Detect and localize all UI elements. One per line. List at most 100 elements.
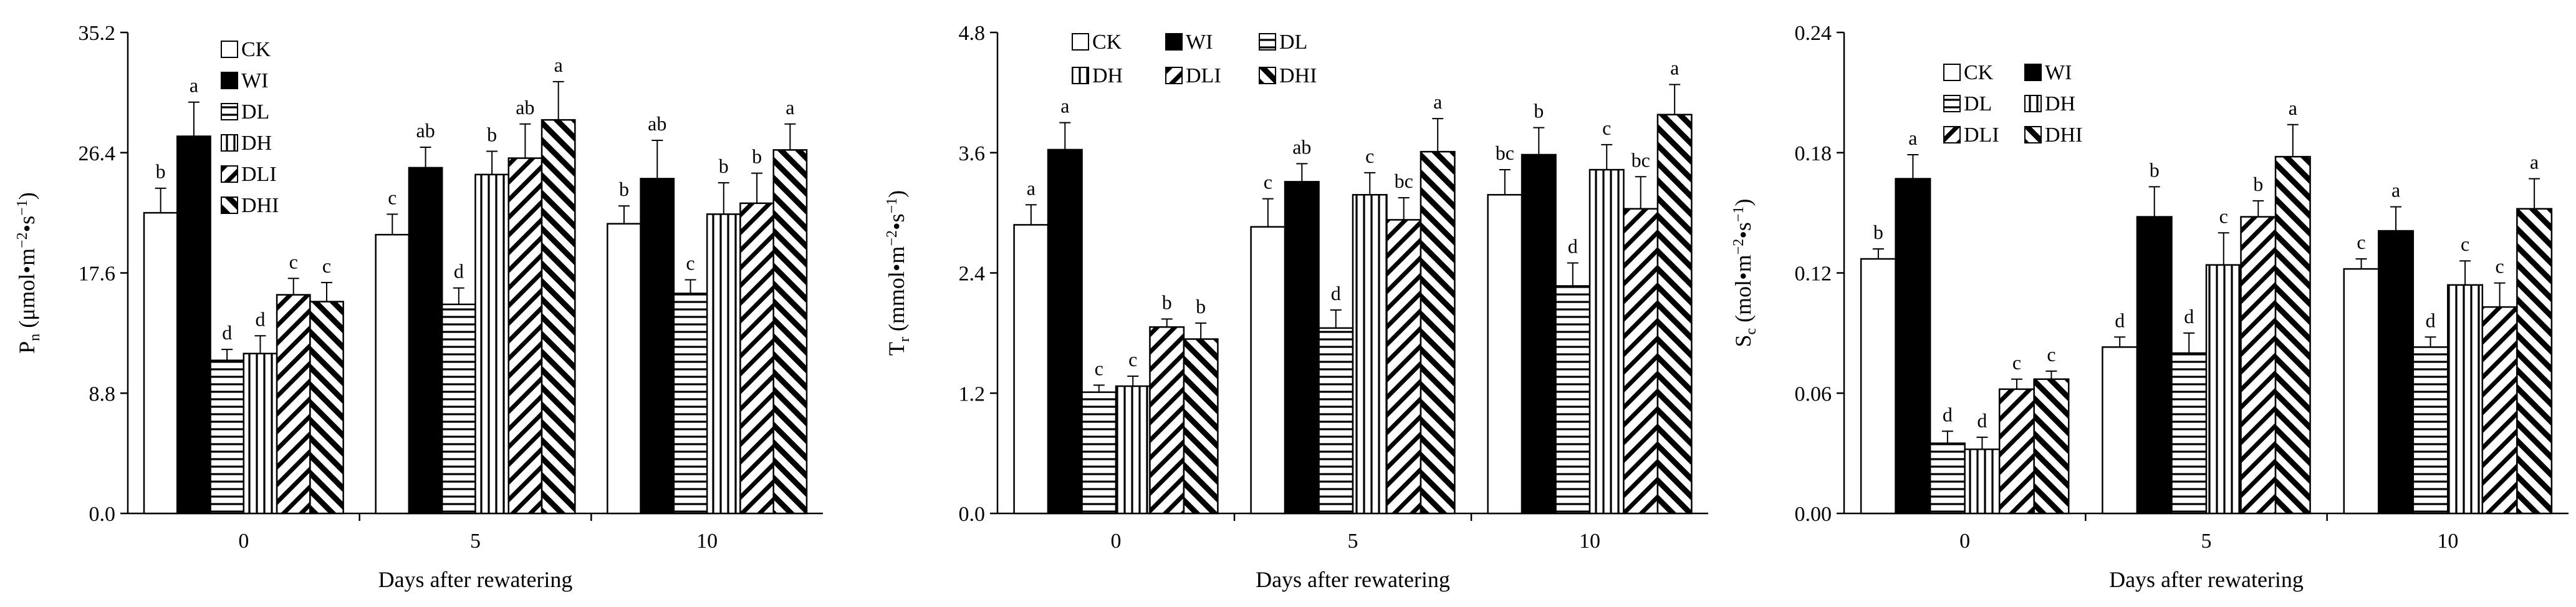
chart-panel-3: 0.00 0.06 0.12 0.18 0.24 0 5 10 b d c a b a d d d d c c c b c c… <box>1731 22 2569 592</box>
significance-letter: d <box>2426 309 2436 331</box>
bar-dli <box>1386 219 1422 515</box>
legend-swatch-dli <box>221 165 238 183</box>
significance-letter: bc <box>1395 170 1413 192</box>
significance-letter: b <box>1873 221 1883 243</box>
legend-label: DH <box>241 132 272 155</box>
significance-letter: d <box>1977 409 1987 432</box>
bar-dhi <box>541 119 576 515</box>
significance-letter: d <box>1331 282 1341 304</box>
significance-letter: ab <box>648 112 666 135</box>
legend-label: DLI <box>1964 124 1999 147</box>
x-axis-title: Days after rewatering <box>2109 567 2304 592</box>
legend-swatch-ck <box>1943 64 1961 81</box>
significance-letter: d <box>255 308 265 330</box>
bar-ck <box>607 223 642 515</box>
legend-swatch-dhi <box>1259 67 1276 84</box>
bar-ck <box>2343 268 2380 515</box>
significance-letter: c <box>322 255 331 277</box>
bar-dhi <box>2274 155 2311 515</box>
legend-swatch-wi <box>221 72 238 89</box>
x-tick-label: 0 <box>1111 530 1122 553</box>
significance-letter: d <box>2115 309 2125 331</box>
legend-swatch-dh <box>1072 67 1089 84</box>
y-axis-title: Sc (mol•m−2•s−1) <box>1731 198 1759 347</box>
legend-label: DL <box>1964 92 1992 115</box>
legend-label: CK <box>1964 61 1994 84</box>
legend-label: DL <box>1279 31 1307 54</box>
legend-label: DLI <box>1186 64 1221 87</box>
y-tick-label: 1.2 <box>959 382 986 405</box>
bar-wi <box>640 178 675 515</box>
significance-letter: a <box>786 96 794 119</box>
bar-dl <box>1555 285 1591 515</box>
significance-letter: bc <box>1632 148 1650 171</box>
significance-letter: c <box>686 251 694 274</box>
legend-swatch-dl <box>1259 33 1276 51</box>
bar-dh <box>243 352 278 515</box>
significance-letter: b <box>2253 173 2263 195</box>
legend-swatch-ck <box>1072 33 1089 51</box>
x-tick-label: 0 <box>238 530 249 553</box>
y-tick-label: 0.00 <box>1795 503 1832 526</box>
bar-ck <box>1250 226 1286 515</box>
y-tick-label: 8.8 <box>89 382 116 405</box>
significance-letter: ab <box>1292 135 1311 158</box>
bar-dl <box>2412 346 2449 515</box>
legend-label: DH <box>2045 92 2075 115</box>
bar-dl <box>673 293 708 515</box>
legend-swatch-wi <box>1165 33 1183 51</box>
significance-letter: c <box>289 250 298 273</box>
legend-label: CK <box>1092 31 1122 54</box>
bar-dl <box>1318 327 1354 515</box>
y-tick-label: 17.6 <box>79 263 116 286</box>
legend-label: DL <box>241 100 269 124</box>
x-axis-title: Days after rewatering <box>1256 567 1450 592</box>
significance-letter: a <box>1060 95 1069 117</box>
significance-letter: c <box>2357 231 2365 253</box>
significance-letter: c <box>1264 171 1272 193</box>
legend-label: WI <box>1186 31 1213 54</box>
x-tick-label: 10 <box>2437 530 2458 553</box>
legend-label: WI <box>2045 61 2072 84</box>
y-tick-label: 0.24 <box>1795 22 1832 45</box>
legend-swatch-dl <box>221 103 238 120</box>
significance-letter: b <box>2150 158 2160 181</box>
significance-letter: a <box>2391 178 2400 201</box>
bar-ck <box>143 211 178 515</box>
y-tick-label: 35.2 <box>79 22 116 45</box>
bar-dl <box>1929 442 1966 515</box>
y-tick-label: 4.8 <box>959 22 986 45</box>
bar-wi <box>1521 153 1557 515</box>
bar-dl <box>209 359 245 515</box>
bar-dl <box>441 303 476 515</box>
significance-letter: c <box>1095 357 1103 379</box>
y-tick-label: 26.4 <box>79 142 116 165</box>
significance-letter: a <box>1670 57 1679 79</box>
y-tick-label: 0.0 <box>959 503 986 526</box>
bar-ck <box>1860 258 1896 515</box>
legend-label: DHI <box>241 194 279 217</box>
significance-letter: c <box>2012 351 2021 374</box>
bar-dh <box>1115 385 1151 515</box>
significance-letter: c <box>2461 233 2469 255</box>
significance-letter: d <box>2184 305 2194 328</box>
legend-swatch-wi <box>2024 64 2042 81</box>
significance-letter: d <box>1568 235 1578 257</box>
bar-dli <box>2481 306 2518 515</box>
y-tick-label: 0.18 <box>1795 142 1832 165</box>
significance-letter: a <box>190 74 198 97</box>
bar-dh <box>1588 168 1625 515</box>
x-tick-label: 5 <box>1348 530 1358 553</box>
bar-dli <box>2240 216 2277 515</box>
y-tick-label: 3.6 <box>959 142 986 165</box>
significance-letter: a <box>1027 177 1036 199</box>
significance-letter: b <box>752 145 762 168</box>
bar-wi <box>2378 230 2415 515</box>
x-tick-label: 5 <box>2201 530 2212 553</box>
legend-swatch-dli <box>1165 67 1183 84</box>
bar-wi <box>1284 181 1320 515</box>
bar-dli <box>739 202 774 515</box>
bar-wi <box>1047 148 1083 515</box>
significance-letter: c <box>1128 348 1137 371</box>
